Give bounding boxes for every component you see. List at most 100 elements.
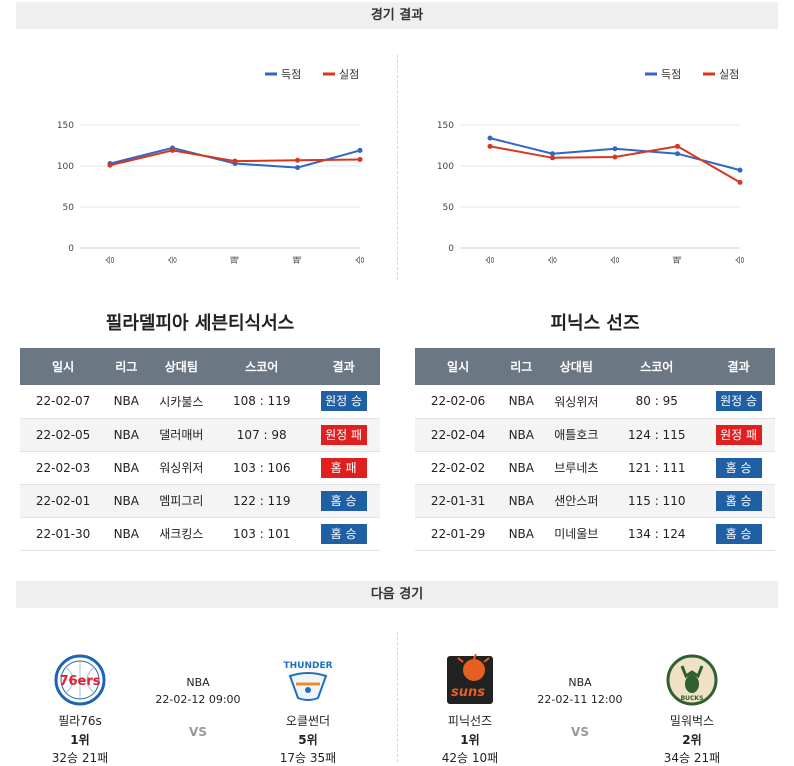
team-record: 32승 21패 [51, 751, 109, 765]
y-tick-label: 50 [443, 203, 455, 213]
game-opponent: 시카불스 [146, 385, 217, 419]
y-tick-label: 150 [57, 121, 74, 131]
table-row: 22-02-07 NBA 시카불스 108 : 119 원정 승 [20, 385, 380, 419]
series-line-conceded [489, 145, 741, 184]
game-score: 115 : 110 [611, 484, 703, 518]
col-league: 리그 [501, 348, 542, 385]
game-score: 103 : 101 [216, 517, 308, 551]
col-opponent: 상대팀 [541, 348, 612, 385]
game-date: 22-02-07 [20, 385, 107, 419]
data-point [737, 179, 743, 185]
match-time: 22-02-11 12:00 [537, 693, 623, 706]
data-point [232, 158, 238, 164]
data-point [612, 154, 618, 160]
match2-info: NBA 22-02-11 12:00 [520, 676, 640, 706]
x-tick-label: 승 [105, 256, 116, 264]
game-score: 122 : 119 [216, 484, 308, 518]
match1-away-team[interactable]: THUNDER 오클썬더 5위 17승 35패 [258, 640, 358, 766]
game-league: NBA [106, 418, 147, 452]
game-league: NBA [106, 385, 147, 419]
game-opponent: 워싱위저 [541, 385, 612, 419]
svg-text:BUCKS: BUCKS [681, 695, 704, 702]
game-date: 22-02-06 [415, 385, 502, 419]
chart-divider [397, 55, 398, 280]
data-point [675, 143, 680, 149]
table-row: 22-02-06 NBA 워싱위저 80 : 95 원정 승 [415, 385, 775, 419]
result-badge: 홈 승 [715, 490, 762, 511]
match2-away-team[interactable]: BUCKS 밀워벅스 2위 34승 21패 [642, 640, 742, 766]
game-league: NBA [501, 451, 542, 485]
x-tick-label: 패 [230, 256, 241, 264]
game-score: 103 : 106 [216, 451, 308, 485]
suns-logo: suns [444, 653, 496, 706]
bucks-logo: BUCKS [666, 654, 718, 706]
x-tick-label: 승 [548, 256, 559, 264]
data-point [357, 156, 363, 162]
next-match-2: suns 피닉선즈 1위 42승 10패 NBA 22-02-11 12:00 … [398, 640, 778, 765]
game-league: NBA [501, 517, 542, 551]
result-badge: 홈 승 [715, 523, 762, 544]
data-point [550, 155, 555, 161]
match2-home-team[interactable]: suns 피닉선즈 1위 42승 10패 [420, 640, 520, 766]
game-result: 홈 승 [307, 517, 380, 551]
x-tick-label: 패 [673, 256, 684, 264]
data-point [170, 147, 175, 153]
result-badge: 홈 승 [320, 523, 367, 544]
table-header-row: 일시 리그 상대팀 스코어 결과 [415, 348, 775, 385]
match-divider [397, 632, 398, 762]
y-tick-label: 0 [68, 244, 74, 254]
data-point [107, 162, 113, 168]
game-date: 22-02-05 [20, 418, 107, 452]
team-rank: 1위 [460, 733, 480, 747]
game-result: 홈 승 [307, 484, 380, 518]
team-title-left: 필라델피아 세븐티식서스 [105, 313, 295, 334]
game-date: 22-02-02 [415, 451, 502, 485]
legend-scored: 득점 [265, 68, 301, 81]
team-name: 필라76s [58, 714, 102, 728]
table-header-row: 일시 리그 상대팀 스코어 결과 [20, 348, 380, 385]
data-point [295, 165, 300, 171]
x-tick-label: 승 [485, 256, 496, 264]
team-record: 42승 10패 [441, 751, 499, 765]
game-opponent: 멤피그리 [146, 484, 217, 518]
game-opponent: 워싱위저 [146, 451, 217, 485]
chart-left-svg: 득점 실점 0 50 100 150 승 승 패 패 승 [57, 68, 366, 264]
vs-label: VS [571, 725, 589, 739]
results-table-left: 일시 리그 상대팀 스코어 결과 22-02-07 NBA 시카불스 108 : 11… [20, 348, 380, 551]
game-score: 108 : 119 [216, 385, 308, 419]
vs-label: VS [189, 725, 207, 739]
table-row: 22-02-03 NBA 워싱위저 103 : 106 홈 패 [20, 451, 380, 485]
game-score: 121 : 111 [611, 451, 703, 485]
team-rank: 5위 [298, 733, 318, 747]
game-league: NBA [106, 484, 147, 518]
thunder-logo: THUNDER [282, 654, 334, 706]
y-tick-label: 0 [448, 244, 454, 254]
data-point [295, 157, 300, 163]
col-result: 결과 [702, 348, 775, 385]
col-opponent: 상대팀 [146, 348, 217, 385]
game-date: 22-01-31 [415, 484, 502, 518]
game-league: NBA [501, 418, 542, 452]
team-rank: 1위 [70, 733, 90, 747]
next-section-header: 다음 경기 [16, 581, 778, 608]
game-result: 원정 패 [307, 418, 380, 452]
col-score: 스코어 [216, 348, 308, 385]
data-point [550, 151, 555, 157]
svg-text:THUNDER: THUNDER [283, 661, 332, 671]
game-opponent: 미네울브 [541, 517, 612, 551]
game-date: 22-02-03 [20, 451, 107, 485]
svg-text:suns: suns [451, 685, 485, 700]
y-tick-label: 50 [63, 203, 75, 213]
x-tick-label: 승 [168, 256, 179, 264]
x-tick-label: 승 [735, 256, 746, 264]
game-date: 22-02-04 [415, 418, 502, 452]
chart-left: 득점 실점 0 50 100 150 승 승 패 패 승 [20, 52, 380, 282]
game-score: 124 : 115 [611, 418, 703, 452]
table-row: 22-02-01 NBA 멤피그리 122 : 119 홈 승 [20, 484, 380, 518]
match1-home-team[interactable]: 76ers 필라76s 1위 32승 21패 [30, 640, 130, 766]
x-tick-label: 패 [293, 256, 304, 264]
result-badge: 홈 승 [320, 490, 367, 511]
game-opponent: 새크킹스 [146, 517, 217, 551]
game-result: 홈 승 [702, 517, 775, 551]
result-badge: 홈 패 [320, 457, 367, 478]
